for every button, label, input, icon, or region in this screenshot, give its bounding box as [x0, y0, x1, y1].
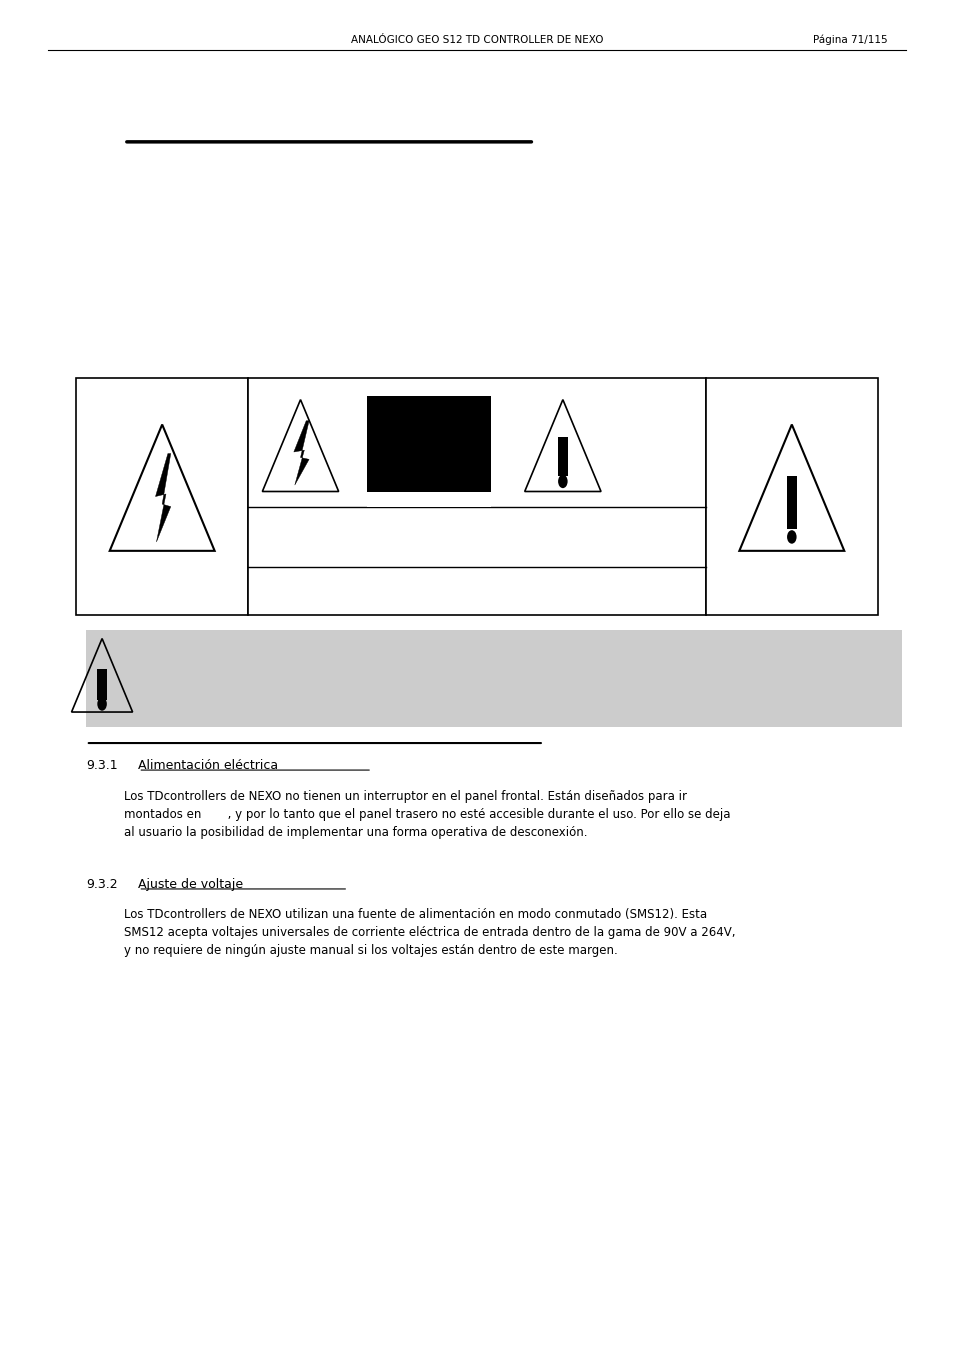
Circle shape — [97, 697, 107, 711]
Text: 9.3.2: 9.3.2 — [86, 878, 117, 892]
Polygon shape — [294, 420, 309, 485]
Bar — [705, 378, 877, 615]
Bar — [367, 396, 491, 493]
Text: Los TDcontrollers de NEXO no tienen un interruptor en el panel frontal. Están di: Los TDcontrollers de NEXO no tienen un i… — [124, 790, 730, 839]
Bar — [248, 378, 705, 615]
Text: Alimentación eléctrica: Alimentación eléctrica — [138, 759, 278, 773]
Text: Los TDcontrollers de NEXO utilizan una fuente de alimentación en modo conmutado : Los TDcontrollers de NEXO utilizan una f… — [124, 908, 735, 957]
Circle shape — [786, 530, 796, 543]
Bar — [367, 492, 491, 507]
Bar — [86, 630, 901, 727]
Text: Ajuste de voltaje: Ajuste de voltaje — [138, 878, 243, 892]
Polygon shape — [155, 454, 171, 542]
Bar — [97, 669, 107, 700]
Bar — [786, 477, 796, 530]
Text: Página 71/115: Página 71/115 — [812, 34, 886, 45]
Circle shape — [558, 474, 567, 488]
Bar — [558, 438, 567, 476]
Bar — [76, 378, 248, 615]
Text: ANALÓGICO GEO S12 TD CONTROLLER DE NEXO: ANALÓGICO GEO S12 TD CONTROLLER DE NEXO — [351, 35, 602, 45]
Text: 9.3.1: 9.3.1 — [86, 759, 117, 773]
